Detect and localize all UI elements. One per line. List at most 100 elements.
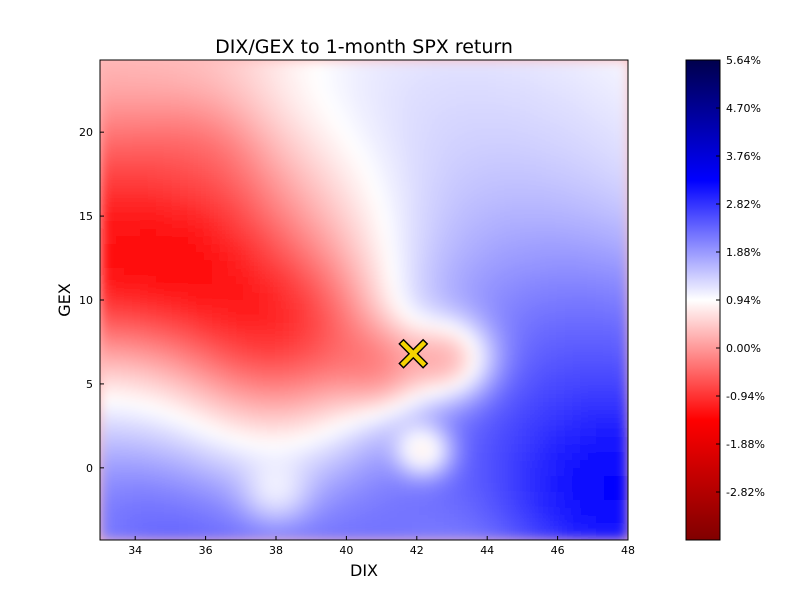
heatmap-cell bbox=[476, 492, 485, 501]
heatmap-cell bbox=[508, 348, 517, 357]
heatmap-cell bbox=[204, 484, 213, 493]
heatmap-cell bbox=[228, 492, 237, 501]
heatmap-cell bbox=[508, 148, 517, 157]
heatmap-cell bbox=[596, 260, 605, 269]
heatmap-cell bbox=[220, 412, 229, 421]
heatmap-cell bbox=[348, 444, 357, 453]
heatmap-cell bbox=[572, 244, 581, 253]
heatmap-cell bbox=[292, 172, 301, 181]
heatmap-cell bbox=[620, 452, 628, 461]
heatmap-cell bbox=[444, 356, 453, 365]
heatmap-cell bbox=[332, 524, 341, 533]
heatmap-cell bbox=[540, 460, 549, 469]
heatmap-cell bbox=[204, 340, 213, 349]
heatmap-cell bbox=[204, 508, 213, 517]
heatmap-cell bbox=[156, 196, 165, 205]
heatmap-cell bbox=[140, 284, 149, 293]
y-tick-label: 20 bbox=[79, 126, 93, 139]
heatmap-cell bbox=[172, 444, 181, 453]
heatmap-cell bbox=[404, 116, 413, 125]
heatmap-cell bbox=[404, 204, 413, 213]
heatmap-cell bbox=[428, 436, 437, 445]
heatmap-cell bbox=[444, 84, 453, 93]
heatmap-cell bbox=[596, 60, 605, 69]
heatmap-cell bbox=[196, 324, 205, 333]
heatmap-cell bbox=[356, 468, 365, 477]
heatmap-cell bbox=[156, 188, 165, 197]
heatmap-cell bbox=[380, 356, 389, 365]
heatmap-cell bbox=[412, 148, 421, 157]
heatmap-cell bbox=[500, 268, 509, 277]
heatmap-cell bbox=[172, 172, 181, 181]
colorbar-tick-label: 3.76% bbox=[726, 150, 761, 163]
heatmap-cell bbox=[220, 356, 229, 365]
heatmap-cell bbox=[108, 68, 117, 77]
heatmap-cell bbox=[116, 260, 125, 269]
heatmap-cell bbox=[164, 244, 173, 253]
heatmap-cell bbox=[340, 132, 349, 141]
heatmap-cell bbox=[220, 468, 229, 477]
heatmap-cell bbox=[500, 236, 509, 245]
heatmap-cell bbox=[148, 76, 157, 85]
heatmap-cell bbox=[596, 404, 605, 413]
heatmap-cell bbox=[444, 140, 453, 149]
heatmap-cell bbox=[292, 252, 301, 261]
heatmap-cell bbox=[220, 76, 229, 85]
heatmap-cell bbox=[420, 420, 429, 429]
heatmap-cell bbox=[212, 508, 221, 517]
heatmap-cell bbox=[284, 420, 293, 429]
heatmap-cell bbox=[596, 500, 605, 509]
heatmap-cell bbox=[324, 60, 333, 69]
heatmap-cell bbox=[500, 324, 509, 333]
heatmap-cell bbox=[548, 340, 557, 349]
heatmap-cell bbox=[508, 276, 517, 285]
heatmap-cell bbox=[412, 244, 421, 253]
heatmap-cell bbox=[340, 84, 349, 93]
heatmap-cell bbox=[348, 148, 357, 157]
heatmap-cell bbox=[564, 524, 573, 533]
heatmap-cell bbox=[148, 436, 157, 445]
heatmap-cell bbox=[412, 428, 421, 437]
heatmap-cell bbox=[180, 348, 189, 357]
heatmap-cell bbox=[124, 236, 133, 245]
heatmap-cell bbox=[484, 420, 493, 429]
heatmap-cell bbox=[140, 340, 149, 349]
heatmap-cell bbox=[396, 124, 405, 133]
heatmap-cell bbox=[484, 508, 493, 517]
heatmap-cell bbox=[284, 404, 293, 413]
heatmap-cell bbox=[140, 276, 149, 285]
heatmap-cell bbox=[332, 476, 341, 485]
heatmap-cell bbox=[596, 380, 605, 389]
heatmap-cell bbox=[612, 460, 621, 469]
heatmap-cell bbox=[172, 332, 181, 341]
heatmap-cell bbox=[180, 132, 189, 141]
heatmap-cell bbox=[612, 364, 621, 373]
heatmap-cell bbox=[148, 60, 157, 69]
heatmap-cell bbox=[292, 428, 301, 437]
heatmap-cell bbox=[388, 244, 397, 253]
heatmap-cell bbox=[388, 116, 397, 125]
heatmap-cell bbox=[500, 332, 509, 341]
heatmap-cell bbox=[620, 260, 628, 269]
heatmap-cell bbox=[292, 324, 301, 333]
heatmap-cell bbox=[404, 332, 413, 341]
heatmap-cell bbox=[212, 84, 221, 93]
heatmap-cell bbox=[556, 508, 565, 517]
heatmap-cell bbox=[548, 116, 557, 125]
heatmap-cell bbox=[588, 388, 597, 397]
heatmap-cell bbox=[516, 492, 525, 501]
heatmap-cell bbox=[276, 196, 285, 205]
heatmap-cell bbox=[540, 316, 549, 325]
heatmap-cell bbox=[236, 476, 245, 485]
heatmap-cell bbox=[276, 76, 285, 85]
heatmap-cell bbox=[428, 380, 437, 389]
heatmap-cell bbox=[364, 516, 373, 525]
heatmap-cell bbox=[548, 524, 557, 533]
heatmap-cell bbox=[308, 268, 317, 277]
heatmap-cell bbox=[260, 148, 269, 157]
heatmap-cell bbox=[620, 140, 628, 149]
heatmap-cell bbox=[252, 444, 261, 453]
heatmap-cell bbox=[476, 156, 485, 165]
heatmap-cell bbox=[292, 444, 301, 453]
heatmap-cell bbox=[460, 220, 469, 229]
